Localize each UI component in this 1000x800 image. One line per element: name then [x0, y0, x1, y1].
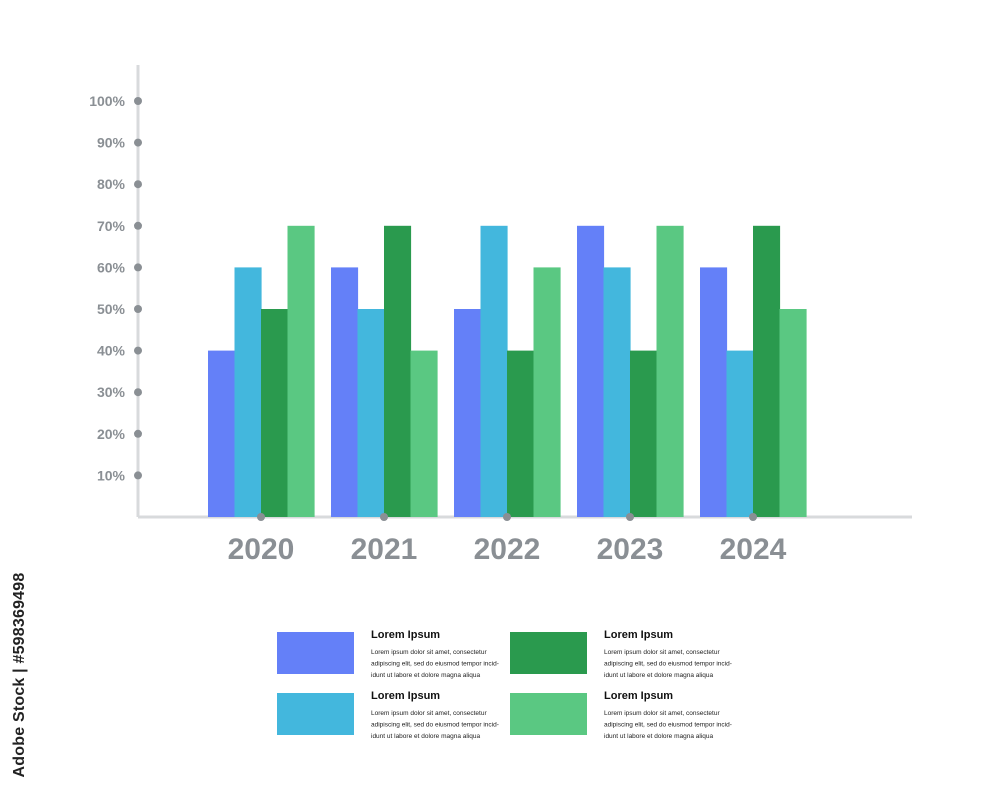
bar-2020-s3 [261, 309, 289, 517]
bar-2022-s3 [507, 350, 535, 517]
x-tick-label-2021: 2021 [351, 533, 418, 566]
y-tick-label: 90% [97, 135, 126, 151]
y-tick-label: 30% [97, 384, 126, 400]
y-tick-dot [134, 346, 142, 355]
y-tick-dot [134, 388, 142, 397]
y-tick-dot [134, 305, 142, 313]
y-tick-dot [134, 471, 142, 480]
bar-2020-s2 [234, 267, 262, 517]
bar-2022-s2 [480, 225, 508, 518]
bar-2021-s4 [410, 350, 438, 517]
bar-2023-s2 [603, 267, 631, 517]
x-tick-dot [626, 513, 634, 521]
legend-description-line: idunt ut labore et dolore magna aliqua [371, 733, 481, 740]
x-tick-dot [503, 513, 511, 521]
y-tick-label: 70% [97, 218, 126, 234]
legend-item: Lorem Ipsum Lorem ipsum dolor sit amet, c… [277, 690, 499, 740]
legend-swatch [277, 693, 354, 735]
y-tick-label: 60% [97, 259, 126, 275]
legend-swatch [277, 632, 354, 674]
x-tick-dot [257, 513, 265, 521]
legend-swatch [510, 632, 587, 674]
y-tick-label: 20% [97, 426, 126, 442]
legend-description-line: adipiscing elit, sed do eiusmod tempor i… [604, 722, 732, 729]
legend-description-line: idunt ut labore et dolore magna aliqua [604, 733, 714, 740]
y-tick-dot [134, 180, 142, 189]
y-tick-dot [134, 429, 142, 438]
bar-2023-s1 [577, 225, 605, 518]
legend-title: Lorem Ipsum [371, 690, 440, 702]
tick-marks: 10% 20% 30% 40% 50% 60% 70% 80% 90% 100% 2020 2021 2… [89, 93, 786, 566]
legend-description-line: Lorem ipsum dolor sit amet, consectetur [604, 710, 720, 717]
watermark-text: Adobe Stock | #598369498 [11, 572, 28, 778]
legend-description-line: Lorem ipsum dolor sit amet, consectetur [371, 710, 487, 717]
legend-item: Lorem Ipsum Lorem ipsum dolor sit amet, c… [510, 690, 732, 740]
legend-title: Lorem Ipsum [604, 690, 673, 702]
bar-2023-s3 [630, 350, 658, 517]
bar-2024-s4 [779, 309, 807, 517]
y-tick-dot [134, 138, 142, 147]
y-tick-label: 80% [97, 176, 126, 192]
legend-description-line: adipiscing elit, sed do eiusmod tempor i… [371, 722, 499, 729]
y-tick-label: 100% [89, 93, 125, 109]
y-tick-dot [134, 97, 142, 105]
legend-item: Lorem Ipsum Lorem ipsum dolor sit amet, c… [277, 629, 499, 679]
bar-2024-s3 [753, 225, 781, 518]
bar-2024-s2 [726, 350, 754, 517]
bar-2022-s1 [454, 309, 482, 517]
bar-2023-s4 [656, 225, 684, 518]
legend-description-line: idunt ut labore et dolore magna aliqua [371, 672, 481, 679]
legend-description-line: adipiscing elit, sed do eiusmod tempor i… [604, 661, 732, 668]
legend-title: Lorem Ipsum [371, 629, 440, 641]
x-tick-dot [749, 513, 757, 521]
x-tick-label-2020: 2020 [228, 533, 295, 566]
bar-2022-s4 [533, 267, 561, 517]
x-tick-dot [380, 513, 388, 521]
legend: Lorem Ipsum Lorem ipsum dolor sit amet, c… [277, 629, 732, 740]
legend-description-line: Lorem ipsum dolor sit amet, consectetur [604, 649, 720, 656]
y-tick-label: 40% [97, 343, 126, 359]
y-tick-dot [134, 263, 142, 272]
bar-2020-s1 [208, 350, 236, 517]
legend-title: Lorem Ipsum [604, 629, 673, 641]
x-tick-label-2023: 2023 [597, 533, 664, 566]
watermark: Adobe Stock | #598369498 [8, 560, 32, 790]
bar-2020-s4 [287, 225, 315, 518]
legend-description-line: idunt ut labore et dolore magna aliqua [604, 672, 714, 679]
y-tick-label: 50% [97, 301, 126, 317]
y-tick-dot [134, 221, 142, 230]
bar-2021-s2 [357, 309, 385, 517]
x-tick-label-2022: 2022 [474, 533, 541, 566]
bar-2021-s1 [331, 267, 359, 517]
legend-item: Lorem Ipsum Lorem ipsum dolor sit amet, c… [510, 629, 732, 679]
legend-swatch [510, 693, 587, 735]
legend-description-line: adipiscing elit, sed do eiusmod tempor i… [371, 661, 499, 668]
bar-2021-s3 [384, 225, 412, 518]
y-tick-label: 10% [97, 467, 126, 483]
legend-description-line: Lorem ipsum dolor sit amet, consectetur [371, 649, 487, 656]
bars [208, 225, 807, 518]
bar-2024-s1 [700, 267, 728, 517]
x-tick-label-2024: 2024 [720, 533, 787, 566]
